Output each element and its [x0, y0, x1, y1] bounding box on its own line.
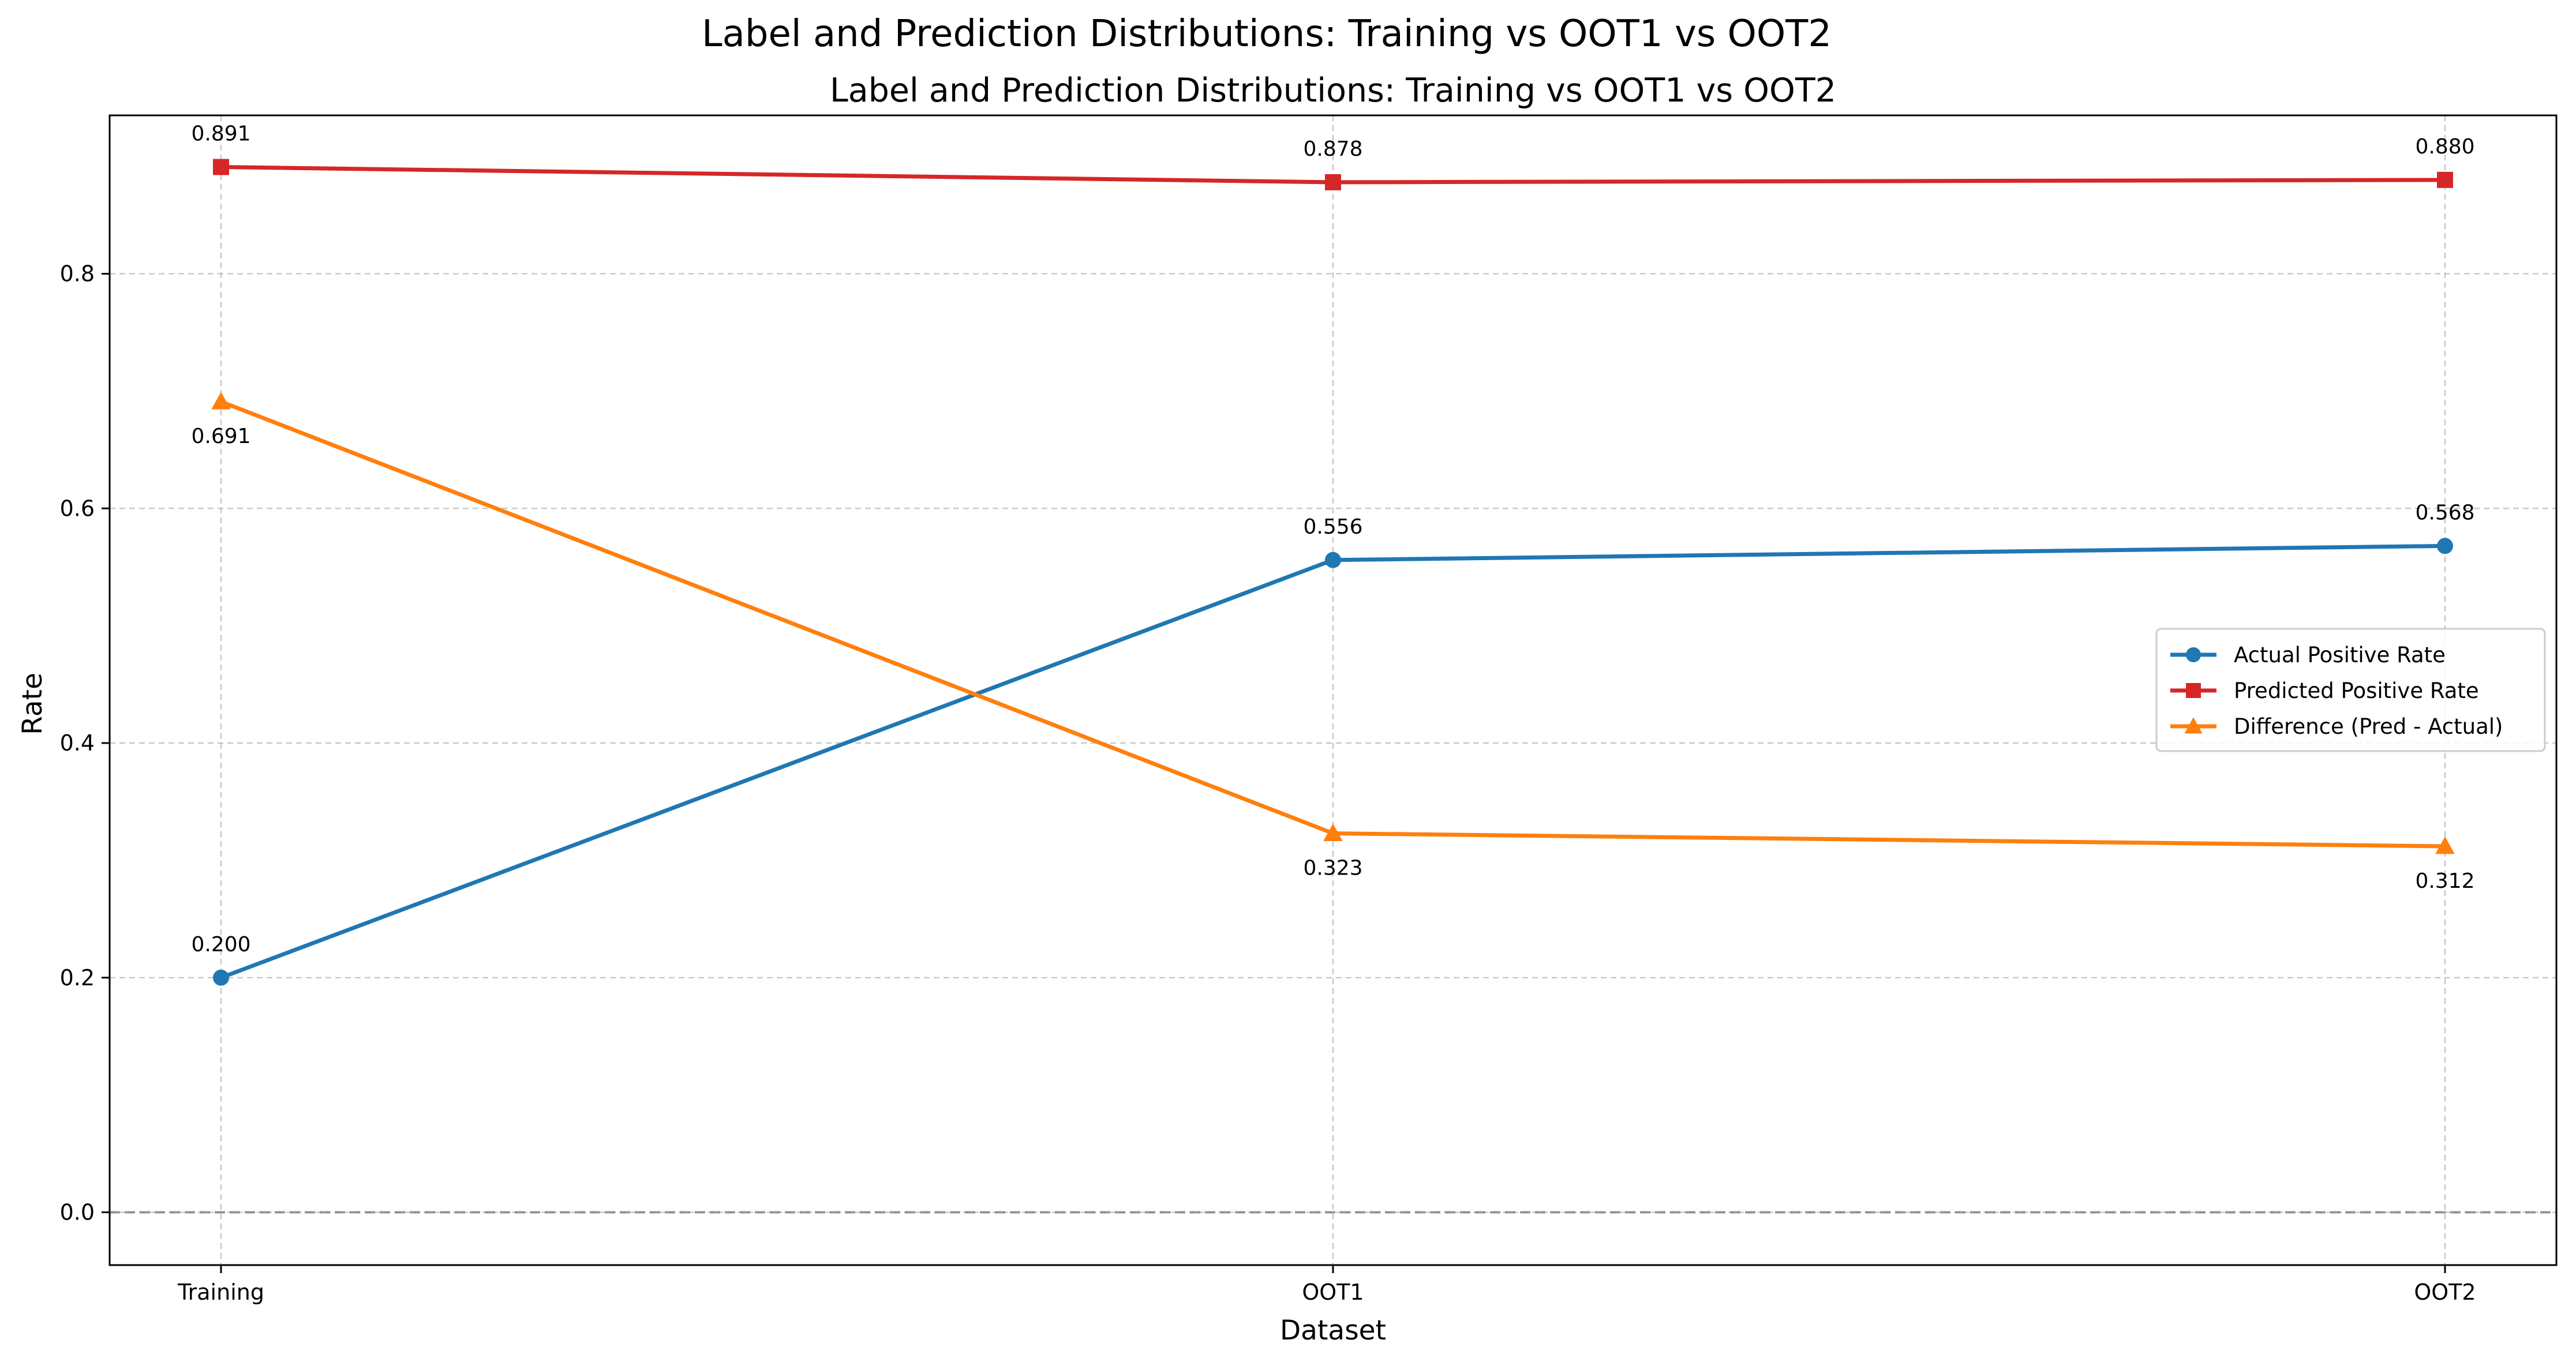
data-point: [1325, 174, 1341, 190]
y-tick-label: 0.4: [60, 730, 95, 756]
legend-item: Actual Positive Rate: [2170, 643, 2446, 667]
series-group: [211, 159, 2455, 986]
legend-box: [2155, 628, 2546, 752]
series-1: [213, 538, 2453, 986]
data-point: [2435, 836, 2455, 854]
data-point: [2186, 683, 2201, 698]
data-label: 0.323: [1303, 857, 1362, 880]
data-label: 0.312: [2415, 869, 2474, 893]
data-point: [2184, 717, 2203, 734]
data-point: [2437, 171, 2453, 188]
y-tick-label: 0.0: [60, 1199, 95, 1225]
data-label: 0.891: [191, 122, 250, 145]
data-point: [2186, 647, 2201, 662]
data-label: 0.556: [1303, 515, 1362, 539]
y-axis-label: Rate: [17, 673, 48, 735]
x-tick-label: Training: [177, 1280, 264, 1305]
data-label: 0.568: [2415, 501, 2474, 524]
x-tick-label: OOT2: [2414, 1280, 2476, 1305]
series-2: [213, 159, 2453, 190]
data-point: [1325, 551, 1341, 568]
data-labels: 0.200 0.556 0.568 0.891 0.878 0.880 0.691 0.323…: [191, 122, 2474, 956]
data-label: 0.878: [1303, 137, 1362, 161]
x-tick-label: OOT1: [1302, 1280, 1364, 1305]
chart-title: Label and Prediction Distributions: Trai…: [830, 72, 1836, 110]
data-point: [1323, 823, 1343, 842]
legend-item: Predicted Positive Rate: [2170, 678, 2479, 703]
data-point: [211, 392, 231, 410]
data-point: [213, 969, 229, 986]
legend: Actual Positive Rate Predicted Positive R…: [2155, 628, 2546, 752]
data-point: [213, 159, 229, 175]
y-tick-label: 0.2: [60, 965, 95, 990]
legend-item: Difference (Pred - Actual): [2170, 714, 2503, 739]
data-label: 0.200: [191, 933, 250, 956]
axis-ticks: 0.0 0.2 0.4 0.6 0.8 Training OOT1 OOT2: [60, 261, 2476, 1305]
data-point: [2437, 538, 2453, 554]
series-line: [220, 399, 2446, 849]
legend-label: Actual Positive Rate: [2234, 643, 2446, 667]
y-tick-label: 0.6: [60, 496, 95, 521]
figure-suptitle: Label and Prediction Distributions: Trai…: [702, 13, 1832, 55]
legend-label: Predicted Positive Rate: [2234, 678, 2479, 703]
series-3: [211, 392, 2455, 854]
data-label: 0.880: [2415, 135, 2474, 159]
x-axis-label: Dataset: [1280, 1315, 1386, 1346]
data-label: 0.691: [191, 425, 250, 448]
legend-label: Difference (Pred - Actual): [2234, 714, 2503, 739]
y-tick-label: 0.8: [60, 261, 95, 287]
